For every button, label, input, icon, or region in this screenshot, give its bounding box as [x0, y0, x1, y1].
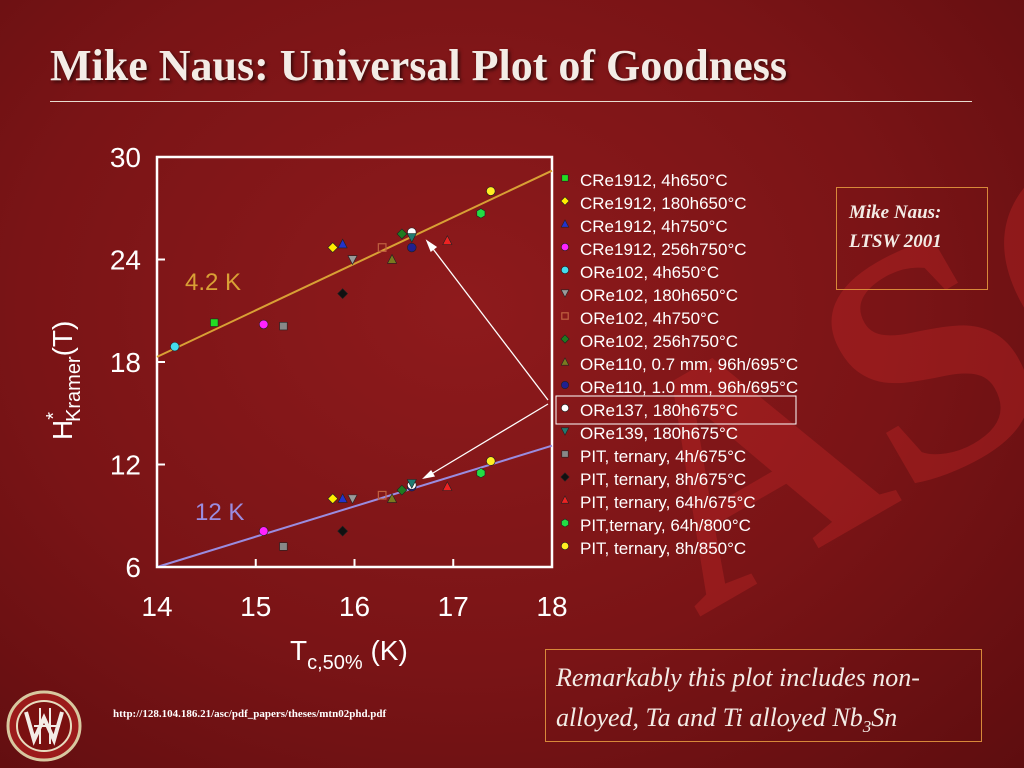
x-tick-label-3: 17: [438, 591, 469, 622]
credit-venue: LTSW 2001: [849, 231, 942, 252]
legend-label-11: ORe139, 180h675°C: [580, 424, 738, 443]
data-point-s11-p0: [406, 233, 417, 243]
legend-label-9: ORe110, 1.0 mm, 96h/695°C: [580, 378, 798, 397]
note-line-2: alloyed, Ta and Ti alloyed Nb3Sn: [556, 703, 898, 737]
legend-marker-4: [561, 266, 569, 274]
legend-label-4: ORe102, 4h650°C: [580, 263, 719, 282]
legend-marker-3: [561, 243, 569, 251]
legend-label-10: ORe137, 180h675°C: [580, 401, 738, 420]
y-axis-label: H*Kramer(T): [43, 321, 85, 440]
data-point-s15-p0: [476, 208, 486, 219]
legend-marker-11: [560, 427, 570, 436]
x-tick-label-2: 16: [339, 591, 370, 622]
credit-author: Mike Naus:: [849, 202, 942, 223]
data-point-s15-p1: [476, 467, 486, 479]
data-point-s14-p0: [442, 235, 453, 245]
legend-label-16: PIT, ternary, 8h/850°C: [580, 539, 746, 558]
data-point-s12-p1: [279, 542, 288, 551]
legend: CRe1912, 4h650°C CRe1912, 180h650°C CRe191…: [560, 171, 798, 558]
legend-label-8: ORe110, 0.7 mm, 96h/695°C: [580, 355, 798, 374]
fit-line-0: [156, 169, 553, 358]
legend-marker-8: [560, 357, 570, 366]
data-point-s7-p0: [396, 228, 408, 240]
legend-label-5: ORe102, 180h650°C: [580, 286, 738, 305]
x-tick-label-1: 15: [240, 591, 271, 622]
legend-marker-16: [561, 542, 569, 550]
legend-label-12: PIT, ternary, 4h/675°C: [580, 447, 746, 466]
legend-marker-1: [560, 196, 570, 206]
legend-marker-7: [560, 334, 570, 344]
legend-label-1: CRe1912, 180h650°C: [580, 194, 747, 213]
data-point-s14-p1: [442, 481, 453, 491]
legend-label-13: PIT, ternary, 8h/675°C: [580, 470, 746, 489]
fit-label-12K: 12 K: [195, 499, 244, 526]
fit-line-1: [156, 444, 553, 568]
legend-label-6: ORe102, 4h750°C: [580, 309, 719, 328]
legend-label-15: PIT,ternary, 64h/800°C: [580, 516, 751, 535]
slide-title: Mike Naus: Universal Plot of Goodness: [50, 41, 787, 90]
legend-marker-13: [560, 472, 570, 482]
legend-marker-9: [561, 381, 569, 389]
credit-box: Mike Naus: LTSW 2001: [836, 187, 988, 290]
data-point-s9-p0: [407, 242, 417, 253]
data-point-s1-p0: [327, 242, 339, 253]
axis-ticks: 14 15 16 17 18 6 12 18 24 30: [110, 142, 568, 622]
legend-label-14: PIT, ternary, 64h/675°C: [580, 493, 756, 512]
legend-label-0: CRe1912, 4h650°C: [580, 171, 728, 190]
data-point-s6-p0: [377, 243, 387, 252]
data-point-s0-p0: [210, 318, 219, 327]
source-url[interactable]: http://128.104.186.21/asc/pdf_papers/the…: [113, 708, 387, 720]
y-tick-label-3: 24: [110, 245, 141, 276]
legend-marker-6: [561, 312, 569, 320]
legend-marker-2: [560, 219, 570, 228]
legend-marker-15: [561, 518, 569, 528]
svg-text:H*Kramer(T): H*Kramer(T): [43, 321, 85, 440]
legend-marker-14: [560, 495, 570, 504]
legend-label-2: CRe1912, 4h750°C: [580, 217, 728, 236]
title-divider: [50, 101, 972, 102]
data-points: [170, 186, 496, 551]
legend-marker-5: [560, 289, 570, 298]
data-point-s11-p1: [406, 479, 417, 489]
y-tick-label-0: 6: [125, 552, 141, 583]
y-tick-label-4: 30: [110, 142, 141, 173]
legend-marker-0: [561, 174, 569, 182]
note-line-1: Remarkably this plot includes non-: [556, 663, 920, 692]
legend-marker-10: [561, 404, 569, 412]
annotation-arrows: [422, 239, 549, 480]
note-box: Remarkably this plot includes non- alloy…: [545, 649, 982, 742]
legend-label-7: ORe102, 256h750°C: [580, 332, 738, 351]
data-point-s2-p1: [337, 493, 348, 503]
data-point-s13-p1: [337, 525, 349, 537]
x-tick-label-4: 18: [536, 591, 567, 622]
x-axis-label: Tc,50% (K): [290, 635, 408, 674]
data-point-s6-p1: [377, 490, 387, 500]
data-point-s7-p1: [396, 484, 408, 496]
data-point-s4-p0: [170, 341, 180, 352]
y-tick-label-2: 18: [110, 347, 141, 378]
data-point-s8-p0: [386, 253, 398, 264]
x-tick-label-0: 14: [141, 591, 172, 622]
data-point-s3-p0: [258, 319, 269, 330]
data-point-s8-p1: [386, 493, 398, 503]
data-point-s13-p0: [337, 288, 349, 300]
legend-marker-12: [561, 450, 569, 458]
data-point-s2-p0: [337, 238, 348, 249]
data-point-s16-p0: [486, 186, 496, 196]
wisconsin-seal-logo: [6, 690, 82, 762]
fit-lines: [156, 169, 553, 568]
data-point-s5-p0: [347, 255, 358, 266]
data-point-s12-p0: [279, 322, 288, 331]
y-tick-label-1: 12: [110, 450, 141, 481]
legend-highlight-ore137: [555, 395, 797, 425]
data-point-s16-p1: [486, 456, 496, 466]
fit-label-4-2K: 4.2 K: [185, 269, 241, 296]
data-point-s1-p1: [327, 493, 339, 505]
legend-label-3: CRe1912, 256h750°C: [580, 240, 747, 259]
data-point-s5-p1: [347, 494, 358, 505]
data-point-s3-p1: [258, 526, 269, 536]
